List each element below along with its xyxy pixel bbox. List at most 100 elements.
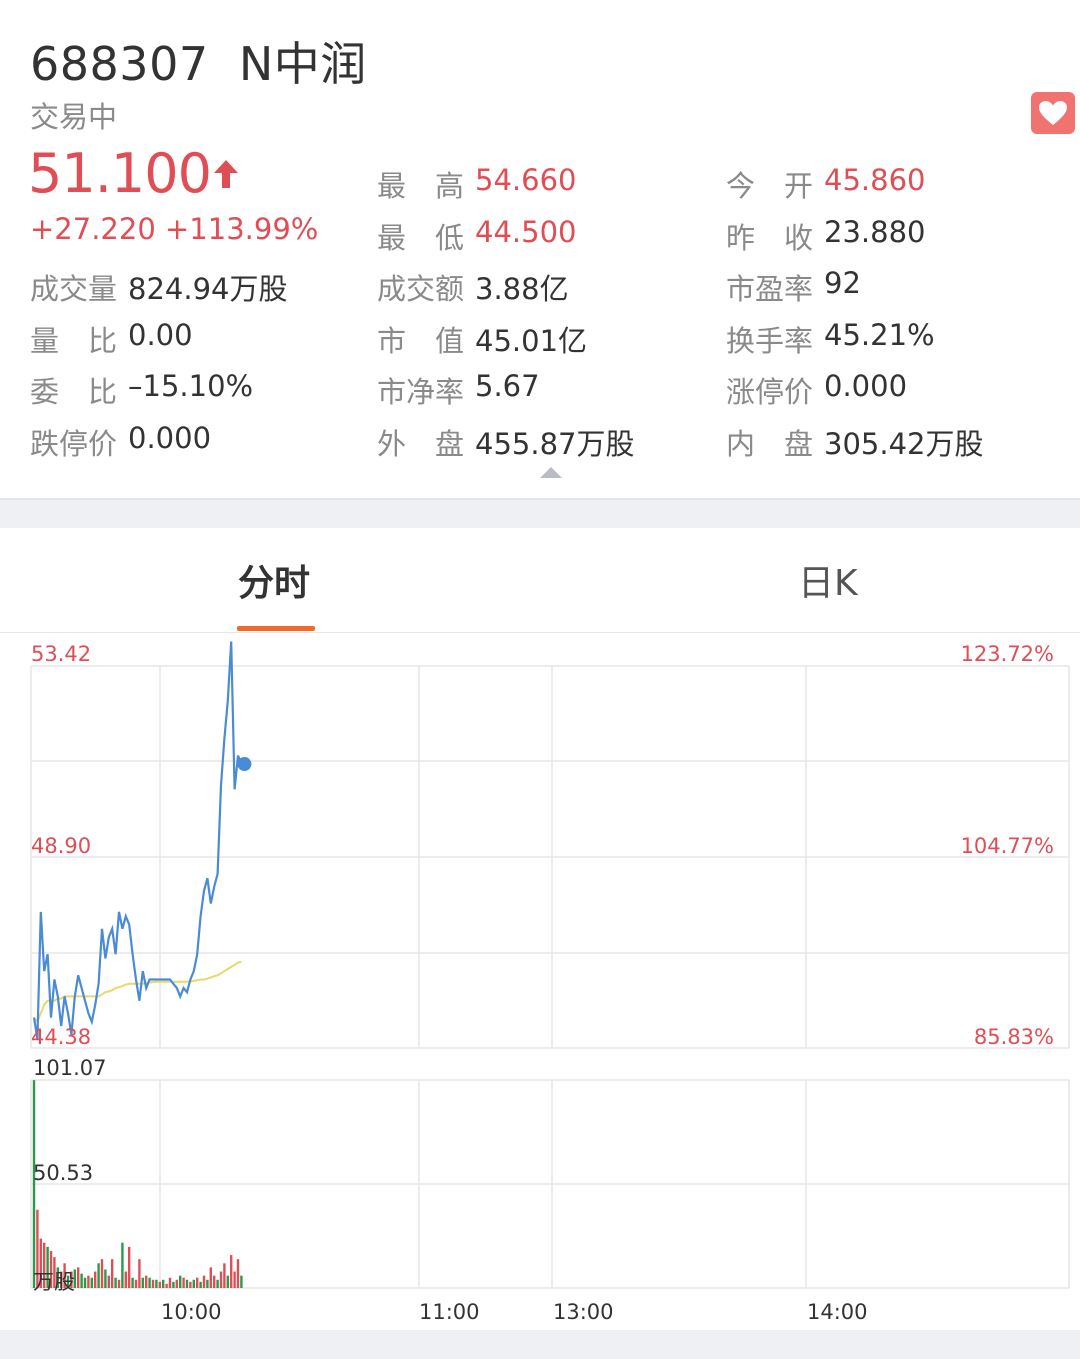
volume-bar [43, 1242, 46, 1288]
quote-header: 688307 N中润 交易中 51.100 +27.220 +113.99% 最… [0, 0, 1080, 498]
stat-pe: 市盈率 92 [726, 266, 861, 308]
stat-value: 0.00 [128, 318, 193, 352]
volume-bar [39, 1238, 42, 1288]
stat-limit-up: 涨停价 0.000 [726, 369, 907, 411]
volume-bar [240, 1275, 243, 1288]
volume-bar [151, 1279, 155, 1288]
stat-label: 量 比 [30, 324, 118, 358]
volume-bar [66, 1275, 70, 1288]
volume-bar [185, 1279, 189, 1288]
volume-bar [134, 1279, 138, 1288]
price-axis-bottom: 44.38 [31, 1025, 92, 1049]
stat-label: 市净率 [377, 375, 465, 409]
volume-bar [114, 1277, 117, 1288]
volume-bar [233, 1271, 236, 1288]
stat-value: 54.660 [475, 163, 577, 197]
stat-limit-down: 跌停价 0.000 [30, 421, 211, 463]
volume-bar [104, 1269, 107, 1288]
intraday-chart[interactable] [0, 634, 1080, 1330]
stat-vol-ratio: 量 比 0.00 [30, 318, 193, 360]
volume-bar [90, 1277, 93, 1288]
volume-bar [70, 1271, 73, 1288]
volume-bar [189, 1281, 192, 1288]
last-price-dot [237, 757, 252, 772]
chart-tabs: 分时 日K [0, 528, 1080, 633]
x-tick-label: 10:00 [161, 1300, 222, 1324]
volume-bar [128, 1246, 131, 1288]
arrow-up-icon [213, 159, 238, 188]
volume-bar [219, 1271, 223, 1288]
x-tick-label: 11:00 [419, 1300, 480, 1324]
active-tab-indicator [237, 626, 315, 631]
volume-bar [141, 1277, 144, 1288]
volume-bar [60, 1271, 63, 1288]
stat-label: 市 值 [377, 324, 465, 358]
volume-bar [56, 1267, 59, 1288]
stat-value: 92 [824, 266, 861, 300]
volume-bar [32, 1080, 36, 1288]
stat-value: 23.880 [824, 215, 926, 249]
volume-bar [53, 1257, 56, 1288]
stat-value: 45.01亿 [475, 324, 588, 358]
collapse-arrow-icon[interactable] [540, 467, 562, 478]
volume-bar [216, 1279, 219, 1288]
stat-value: 45.860 [824, 163, 926, 197]
stat-value: 0.000 [824, 369, 908, 403]
section-divider [0, 498, 1080, 528]
stat-label: 成交额 [377, 272, 465, 306]
volume-bar [168, 1277, 172, 1288]
volume-bar [124, 1271, 127, 1288]
bottom-divider [0, 1330, 1080, 1359]
stat-label: 成交量 [30, 272, 118, 306]
pct-axis-bottom: 85.83% [973, 1025, 1054, 1049]
volume-bar [111, 1259, 114, 1288]
volume-bar [192, 1279, 195, 1288]
stat-turnover: 换手率 45.21% [726, 318, 935, 360]
change-value: +27.220 [30, 212, 156, 246]
x-tick-label: 13:00 [553, 1300, 614, 1324]
volume-bar [121, 1242, 124, 1288]
stat-label: 涨停价 [726, 375, 814, 409]
stat-value: 305.42万股 [824, 427, 984, 461]
stat-open: 今 开 45.860 [726, 163, 925, 205]
stat-value: –15.10% [128, 369, 254, 403]
tab-intraday[interactable]: 分时 [238, 563, 311, 604]
volume-bar [223, 1263, 226, 1288]
stat-outer: 外 盘 455.87万股 [377, 421, 634, 463]
volume-bar [206, 1279, 209, 1288]
volume-bar [49, 1250, 53, 1288]
volume-bar [77, 1267, 80, 1288]
stock-name: N中润 [238, 37, 367, 91]
stat-label: 换手率 [726, 324, 814, 358]
stock-code: 688307 [30, 37, 209, 91]
stat-value: 5.67 [475, 369, 540, 403]
x-tick-label: 14:00 [807, 1300, 868, 1324]
pct-axis-mid: 104.77% [960, 834, 1054, 858]
stat-amount: 成交额 3.88亿 [377, 266, 569, 308]
stat-label: 最 高 [377, 169, 465, 203]
volume-axis-top: 101.07 [33, 1056, 107, 1080]
volume-axis-unit: 万股 [33, 1270, 75, 1294]
stock-code-name: 688307 N中润 [30, 28, 367, 94]
volume-bar [87, 1275, 90, 1288]
stat-label: 外 盘 [377, 427, 465, 461]
stat-label: 昨 收 [726, 221, 814, 255]
volume-bar [182, 1277, 185, 1288]
favorite-button[interactable] [1031, 92, 1075, 134]
stat-bid-ratio: 委 比 –15.10% [30, 369, 253, 411]
volume-bars [32, 1080, 243, 1288]
volume-bar [107, 1275, 110, 1288]
stat-volume: 成交量 824.94万股 [30, 266, 287, 308]
stat-label: 今 开 [726, 169, 814, 203]
volume-bar [100, 1259, 104, 1288]
price-axis-top: 53.42 [31, 642, 92, 666]
stat-prev-close: 昨 收 23.880 [726, 215, 925, 257]
volume-bar [172, 1281, 175, 1288]
volume-bar [175, 1279, 178, 1288]
tab-daily-k[interactable]: 日K [798, 563, 858, 604]
volume-bar [36, 1209, 39, 1288]
volume-bar [83, 1277, 87, 1288]
stat-label: 市盈率 [726, 272, 814, 306]
price-axis-mid: 48.90 [31, 834, 92, 858]
volume-bar [209, 1267, 212, 1288]
